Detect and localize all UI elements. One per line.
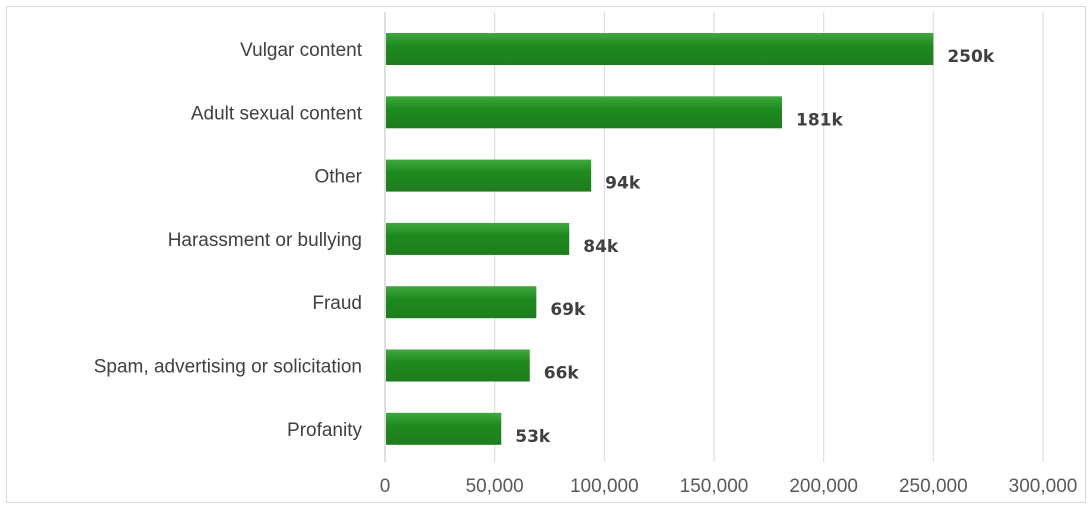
data-label: 53k [515, 427, 551, 447]
bar [386, 159, 592, 192]
data-label: 66k [544, 364, 580, 384]
category-label: Fraud [312, 293, 362, 314]
bar [386, 349, 530, 382]
x-tick-label: 300,000 [1009, 476, 1078, 497]
category-label: Profanity [287, 420, 362, 441]
data-label: 84k [583, 237, 619, 257]
x-tick-label: 50,000 [466, 476, 524, 497]
category-label: Harassment or bullying [168, 230, 362, 251]
data-label: 94k [605, 174, 641, 194]
data-label: 250k [947, 47, 994, 67]
bar [386, 96, 782, 129]
x-tick-label: 150,000 [680, 476, 749, 497]
bars [386, 33, 934, 445]
gridlines [384, 12, 1044, 462]
labels: 0 50,000 100,000 150,000 200,000 250,000 300,0… [94, 40, 1078, 497]
x-tick-label: 0 [380, 476, 391, 497]
category-label: Spam, advertising or solicitation [94, 357, 362, 378]
x-tick-label: 100,000 [570, 476, 639, 497]
x-tick-label: 250,000 [899, 476, 968, 497]
category-label: Other [314, 167, 362, 188]
data-label: 181k [796, 110, 843, 130]
x-tick-label: 200,000 [789, 476, 858, 497]
bar [386, 222, 570, 255]
bar [386, 412, 502, 445]
category-label: Vulgar content [240, 40, 363, 61]
bar [386, 286, 537, 319]
category-label: Adult sexual content [191, 103, 363, 124]
bar [386, 33, 934, 65]
data-label: 69k [550, 300, 586, 320]
